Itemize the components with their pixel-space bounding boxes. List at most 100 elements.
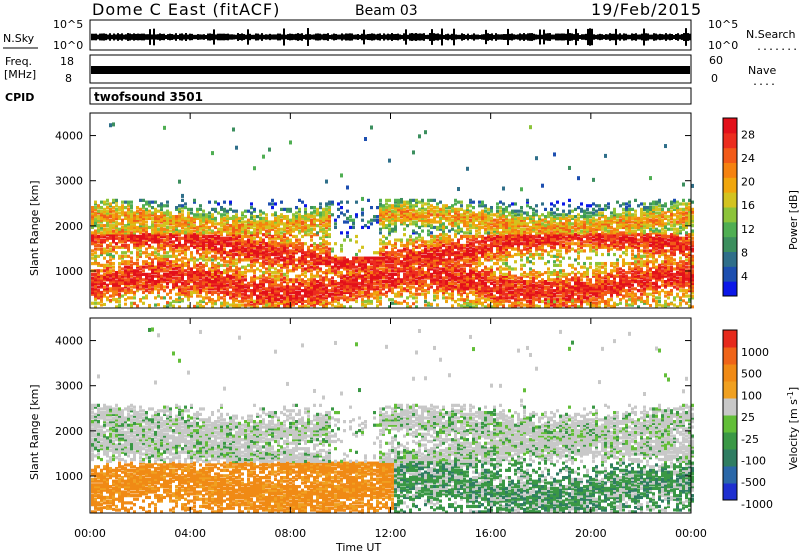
power-cell (391, 209, 394, 213)
power-cell (325, 276, 328, 280)
power-cell (184, 281, 187, 286)
power-cell (253, 274, 256, 278)
power-cell (439, 243, 442, 248)
power-cell (220, 254, 223, 258)
power-cell (127, 267, 130, 271)
power-cell (139, 234, 142, 239)
power-cell (199, 204, 202, 208)
power-cell (121, 222, 124, 226)
power-cell (121, 276, 124, 280)
power-cell (106, 205, 109, 210)
power-cell (322, 278, 325, 282)
power-cell (172, 287, 175, 291)
power-cell (259, 218, 262, 222)
power-cell (277, 294, 280, 298)
power-cell (424, 215, 427, 219)
power-cell (178, 224, 181, 228)
power-cell (391, 289, 394, 293)
power-cell (91, 276, 94, 280)
power-cell (247, 269, 250, 273)
nsky-sample (239, 33, 241, 41)
power-cell (121, 278, 124, 282)
power-cell (343, 294, 346, 298)
power-cell (217, 240, 220, 244)
nsky-sample (675, 34, 677, 40)
power-cell (445, 245, 448, 249)
power-cell (127, 209, 130, 213)
power-cell (331, 256, 334, 260)
power-cell (283, 234, 286, 239)
power-cell (115, 213, 118, 217)
power-cell (220, 215, 223, 219)
power-cell (142, 243, 145, 248)
power-cell (295, 243, 298, 248)
power-cell (187, 207, 190, 211)
nsky-sample (289, 33, 291, 41)
power-cell (142, 242, 145, 246)
power-cell (442, 263, 445, 267)
power-cell (106, 249, 109, 253)
power-cell (370, 205, 373, 210)
nsky-sample (525, 34, 527, 40)
power-cell (127, 243, 130, 248)
power-cell (127, 283, 130, 287)
power-cell (469, 215, 472, 219)
power-cell (454, 242, 457, 246)
power-cell (256, 247, 259, 251)
power-cell (238, 240, 241, 244)
power-cell (124, 227, 127, 231)
power-cell (334, 299, 337, 303)
power-cell (253, 258, 256, 262)
power-cell (313, 258, 316, 262)
power-cell (469, 290, 472, 295)
power-cell (328, 301, 331, 305)
power-cell (178, 269, 181, 273)
power-cell (328, 220, 331, 224)
power-cell (418, 215, 421, 219)
power-cell (355, 213, 358, 217)
power-cell (205, 234, 208, 239)
power-cell (169, 236, 172, 240)
power-cell (310, 294, 313, 298)
power-cell (130, 289, 133, 293)
nsky-sample (441, 28, 443, 46)
power-cell (190, 224, 193, 228)
nsky-sample (417, 33, 419, 41)
power-cell (91, 215, 94, 219)
power-cell (127, 236, 130, 240)
power-cell (280, 213, 283, 217)
power-cell (229, 252, 232, 257)
power-cell (130, 270, 133, 275)
power-cell (187, 280, 190, 284)
power-cell (253, 249, 256, 253)
power-cell (169, 234, 172, 239)
power-cell (277, 222, 280, 226)
power-cell (160, 278, 163, 282)
power-cell (211, 222, 214, 226)
power-cell (448, 238, 451, 242)
power-cell (178, 216, 181, 221)
power-cell (97, 238, 100, 242)
power-cell (253, 299, 256, 303)
power-cell (337, 301, 340, 305)
power-cell (379, 281, 382, 286)
power-cell (418, 238, 421, 242)
power-cell (442, 292, 445, 296)
power-cell (136, 247, 139, 251)
power-cell (460, 280, 463, 284)
power-cell (292, 285, 295, 289)
power-cell (214, 280, 217, 284)
power-cell (379, 290, 382, 295)
power-cell (139, 267, 142, 271)
power-cell (256, 260, 259, 264)
power-cell (289, 249, 292, 253)
power-cell (250, 292, 253, 296)
power-cell (109, 234, 112, 239)
power-cell (310, 258, 313, 262)
power-cell (334, 263, 337, 267)
power-cell (466, 205, 469, 210)
power-cell (127, 276, 130, 280)
power-cell (223, 207, 226, 211)
power-cell (454, 202, 457, 206)
nsky-sample (115, 34, 117, 40)
